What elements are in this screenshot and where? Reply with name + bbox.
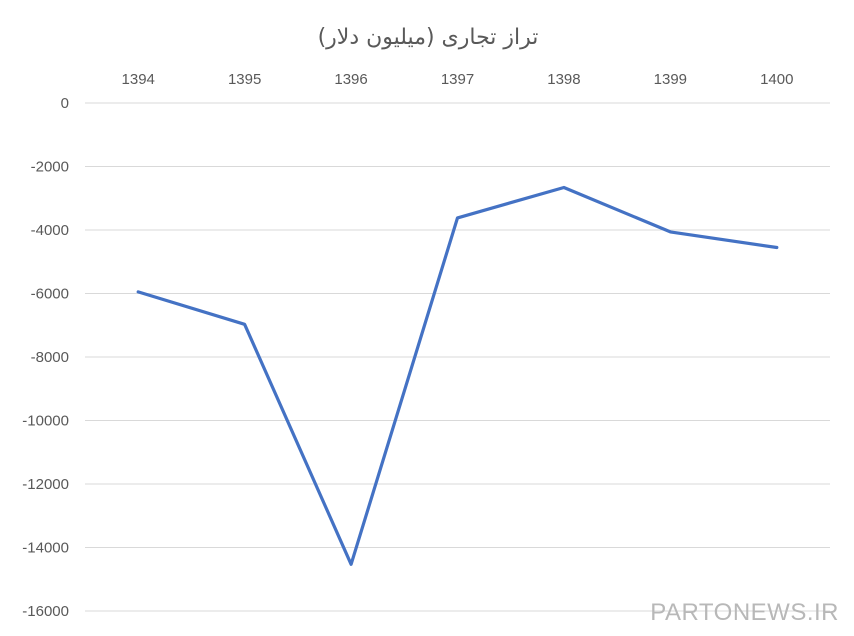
x-tick-label: 1400 xyxy=(760,71,793,88)
watermark-text: PARTONEWS.IR xyxy=(650,599,839,626)
x-axis-tick-labels: 1394 1395 1396 1397 1398 1399 1400 xyxy=(122,71,794,88)
x-tick-label: 1398 xyxy=(547,71,580,88)
y-tick-label: -8000 xyxy=(31,349,69,366)
y-tick-label: -16000 xyxy=(22,603,69,620)
chart-title: تراز تجاری (میلیون دلار) xyxy=(318,25,539,50)
y-tick-label: -4000 xyxy=(31,222,69,239)
y-tick-label: -12000 xyxy=(22,476,69,493)
series-layer xyxy=(136,185,779,566)
x-tick-label: 1396 xyxy=(334,71,367,88)
y-tick-label: -2000 xyxy=(31,159,69,176)
y-axis-tick-labels: 0 -2000 -4000 -6000 -8000 -10000 -12000 -14000 -… xyxy=(22,95,69,620)
x-tick-label: 1399 xyxy=(654,71,687,88)
x-tick-label: 1394 xyxy=(122,71,155,88)
y-tick-label: -10000 xyxy=(22,413,69,430)
y-tick-label: 0 xyxy=(61,95,69,112)
gridlines xyxy=(85,102,830,612)
x-tick-label: 1395 xyxy=(228,71,261,88)
x-tick-label: 1397 xyxy=(441,71,474,88)
series-line xyxy=(136,185,779,566)
y-tick-label: -6000 xyxy=(31,286,69,303)
y-tick-label: -14000 xyxy=(22,540,69,557)
